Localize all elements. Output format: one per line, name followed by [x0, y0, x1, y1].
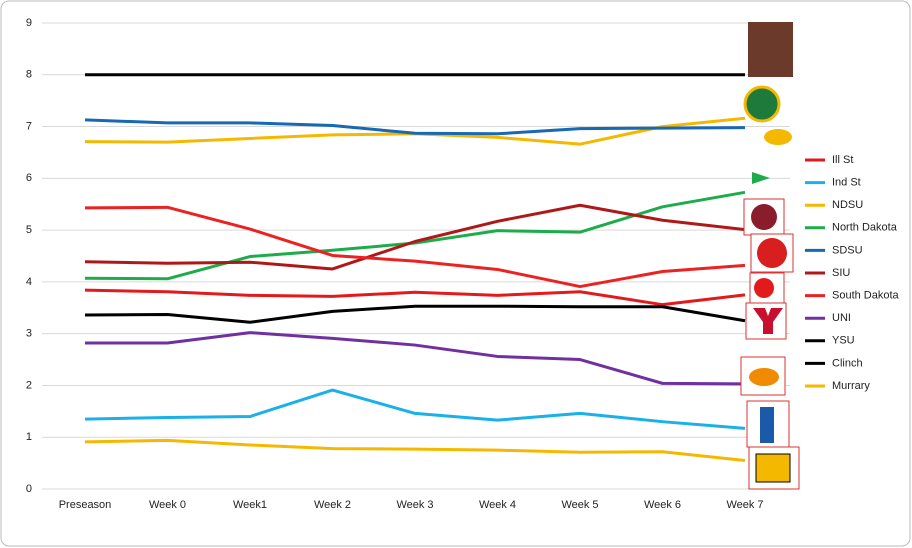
legend-label: Clinch [832, 357, 863, 369]
logo [752, 172, 770, 184]
series-line [84, 304, 746, 324]
logo [748, 22, 793, 77]
x-tick-label: Preseason [59, 499, 112, 511]
series-line [84, 205, 746, 289]
y-tick-label: 3 [26, 328, 32, 340]
series-line [84, 118, 746, 136]
y-tick-label: 4 [26, 276, 32, 288]
y-tick-label: 7 [26, 120, 32, 132]
logo [749, 368, 779, 386]
y-tick-label: 1 [26, 431, 32, 443]
legend-label: North Dakota [832, 222, 898, 234]
logo [753, 308, 783, 334]
y-tick-label: 9 [26, 17, 32, 29]
x-tick-label: Week1 [233, 499, 267, 511]
legend-label: Ind St [832, 177, 861, 189]
y-tick-label: 8 [26, 69, 32, 81]
series-line [84, 438, 746, 463]
x-tick-label: Week 5 [561, 499, 598, 511]
x-tick-label: Week 6 [644, 499, 681, 511]
logo [764, 129, 792, 145]
logo [743, 85, 781, 123]
legend-label: NDSU [832, 199, 863, 211]
team-logos [740, 22, 800, 490]
x-tick-label: Week 3 [396, 499, 433, 511]
series-line [84, 203, 746, 271]
logo [760, 407, 774, 443]
y-tick-label: 0 [26, 483, 32, 495]
legend-label: South Dakota [832, 290, 900, 302]
legend-label: Murrary [832, 380, 870, 392]
logo [757, 238, 787, 268]
series-line [84, 388, 746, 430]
x-tick-label: Week 2 [314, 499, 351, 511]
series-line [84, 288, 746, 307]
legend-label: UNI [832, 312, 851, 324]
legend-label: Ill St [832, 154, 853, 166]
x-tick-label: Week 4 [479, 499, 516, 511]
legend-label: YSU [832, 335, 855, 347]
logo [754, 278, 774, 298]
x-tick-label: Week 0 [149, 499, 186, 511]
legend-label: SDSU [832, 244, 863, 256]
y-tick-label: 2 [26, 379, 32, 391]
y-tick-label: 6 [26, 172, 32, 184]
logo [751, 204, 777, 230]
legend-label: SIU [832, 267, 850, 279]
series-line [85, 331, 746, 386]
y-tick-label: 5 [26, 224, 32, 236]
logo [755, 453, 791, 483]
x-tick-label: Week 7 [726, 499, 763, 511]
